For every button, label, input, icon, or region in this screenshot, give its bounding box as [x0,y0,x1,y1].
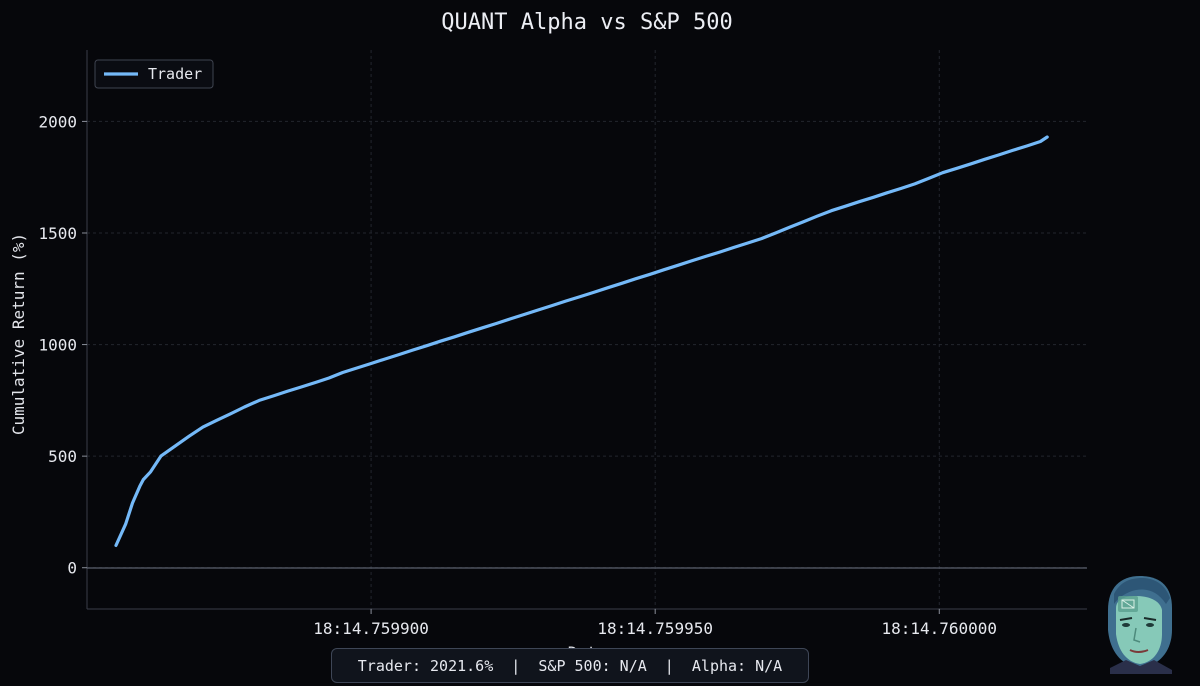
avatar-logo [1108,576,1172,674]
trader-series-line [114,135,1049,548]
summary-text: Trader: 2021.6% | S&P 500: N/A | Alpha: … [357,656,783,675]
x-tick-label: 18:14.759900 [313,619,429,638]
summary-footer: Trader: 2021.6% | S&P 500: N/A | Alpha: … [331,648,809,683]
x-tick-label: 18:14.759950 [597,619,713,638]
y-tick-label: 0 [67,559,77,578]
grid [87,50,1087,609]
x-ticks: 18:14.759900 18:14.759950 18:14.760000 [313,609,997,638]
y-tick-label: 1000 [38,336,77,355]
legend-label-trader: Trader [148,65,202,83]
chart-title: QUANT Alpha vs S&P 500 [441,10,732,35]
legend: Trader [94,59,214,89]
x-tick-label: 18:14.760000 [881,619,997,638]
y-tick-label: 500 [48,447,77,466]
y-ticks: 0 500 1000 1500 2000 [38,112,87,578]
y-tick-label: 2000 [38,112,77,131]
legend-box [94,59,214,89]
y-axis-label: Cumulative Return (%) [9,233,28,435]
y-tick-label: 1500 [38,224,77,243]
